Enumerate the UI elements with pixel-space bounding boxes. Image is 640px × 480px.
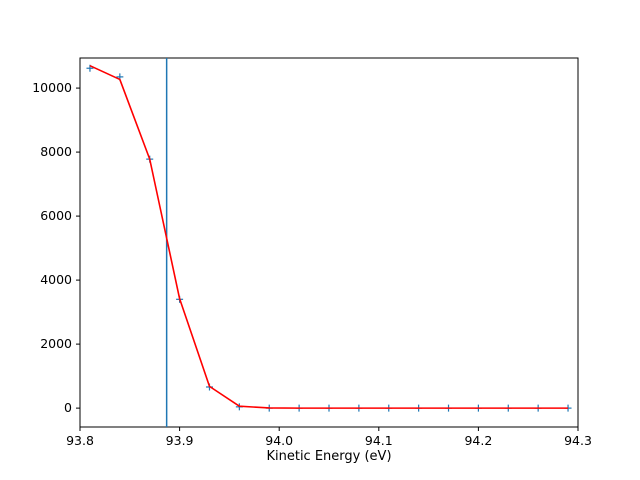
x-axis-label: Kinetic Energy (eV) (266, 449, 392, 464)
y-tick-label: 8000 (40, 144, 72, 159)
y-tick-label: 6000 (40, 208, 72, 223)
y-tick-label: 0 (64, 400, 72, 415)
x-tick-label: 93.8 (66, 433, 94, 448)
x-tick-label: 94.3 (564, 433, 592, 448)
x-tick-label: 94.2 (464, 433, 492, 448)
x-tick-label: 94.0 (265, 433, 293, 448)
y-tick-label: 2000 (40, 336, 72, 351)
y-tick-label: 4000 (40, 272, 72, 287)
fit-curve-line (89, 64, 569, 409)
x-tick-label: 93.9 (166, 433, 194, 448)
x-tick-label: 94.1 (365, 433, 393, 448)
axes-frame (79, 57, 579, 428)
y-tick-label: 10000 (32, 80, 72, 95)
